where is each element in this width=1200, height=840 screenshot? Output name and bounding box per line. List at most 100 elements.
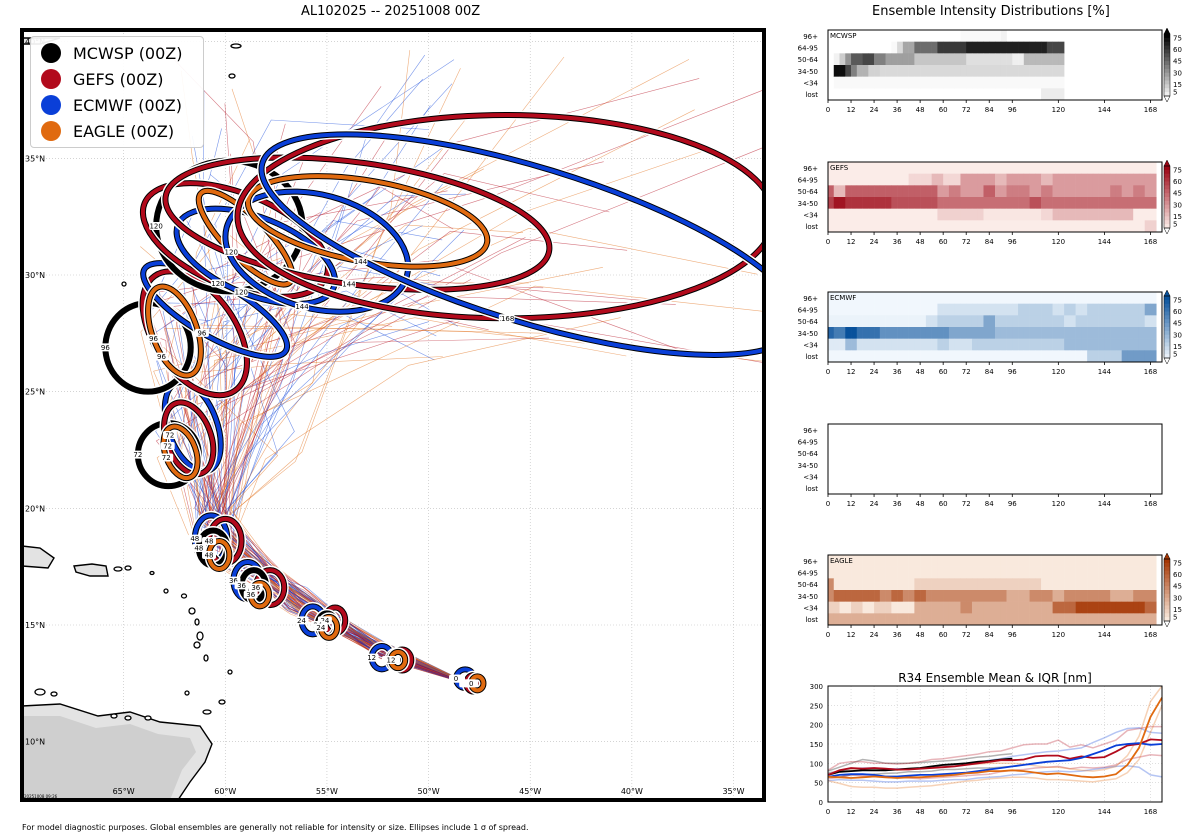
heatmap-cell: [966, 292, 973, 304]
heatmap-cell: [1046, 208, 1053, 221]
heatmap-cell: [948, 578, 955, 591]
heatmap-cell: [891, 303, 898, 316]
heatmap-cell: [995, 555, 1002, 567]
heatmap-cell: [833, 208, 840, 221]
heatmap-cell: [874, 578, 881, 591]
heatmap-cell: [1087, 327, 1094, 339]
heatmap-cell: [891, 76, 898, 89]
heatmap-x-label: 0: [826, 500, 830, 508]
colorbar-extend-top: [1163, 159, 1171, 167]
heatmap-cell: [1012, 613, 1019, 626]
r34-y-label: 50: [814, 780, 823, 788]
ellipse-hour-label: 72: [133, 451, 142, 459]
heatmap-cell: [931, 65, 938, 77]
heatmap-cell: [989, 338, 996, 351]
lat-tick-label: 20°N: [25, 504, 45, 513]
heatmap-cell: [1115, 601, 1122, 614]
colorbar-tick-label: 75: [1173, 559, 1182, 567]
heatmap-cell: [925, 185, 932, 198]
r34-x-label: 144: [1098, 808, 1112, 816]
heatmap-cell: [885, 303, 892, 316]
heatmap-cell: [1104, 601, 1111, 614]
lon-tick-label: 35°W: [722, 787, 744, 796]
heatmap-cell: [995, 338, 1002, 351]
heatmap-cell: [1150, 590, 1157, 602]
heatmap-x-label: 72: [962, 106, 971, 114]
heatmap-cell: [989, 578, 996, 591]
heatmap-cell: [1069, 350, 1076, 363]
heatmap-cell: [948, 613, 955, 626]
ellipse-hour-label: 24: [316, 624, 325, 632]
heatmap-cell: [1069, 555, 1076, 567]
heatmap-cell: [948, 566, 955, 579]
heatmap-cell: [954, 601, 961, 614]
colorbar-frame: [1163, 558, 1171, 622]
heatmap-cell: [1098, 613, 1105, 626]
heatmap-cell: [891, 601, 898, 614]
ellipse-hour-label: 144: [354, 258, 368, 266]
heatmap-x-label: 84: [985, 631, 994, 639]
heatmap-cell: [971, 601, 979, 614]
heatmap-cell: [948, 590, 955, 602]
heatmap-cell: [914, 41, 921, 54]
heatmap-cell: [937, 220, 944, 233]
map-title: AL102025 -- 20251008 00Z: [301, 4, 481, 19]
heatmap-y-label: 96+: [803, 33, 818, 41]
heatmap-cell: [1035, 590, 1042, 602]
heatmap-cell: [983, 315, 990, 328]
heatmap-cell: [948, 162, 955, 174]
r34-x-label: 96: [1008, 808, 1017, 816]
heatmap-cell: [1018, 185, 1025, 198]
heatmap-cell: [897, 601, 904, 614]
ellipse-hour-label: 48: [205, 552, 214, 560]
heatmap-cell: [862, 601, 869, 614]
heatmap-cell: [1104, 173, 1111, 186]
heatmap-cell: [1133, 315, 1140, 328]
heatmap-model-label: ECMWF: [830, 294, 856, 302]
heatmap-cell: [851, 566, 858, 579]
heatmap-cell: [937, 173, 944, 186]
heatmap-cell: [891, 338, 898, 351]
heatmap-cell: [966, 197, 973, 209]
colorbar-cell: [1164, 92, 1170, 97]
heatmap-cell: [983, 220, 990, 233]
heatmap-cell: [995, 578, 1002, 591]
heatmap-cell: [1006, 185, 1013, 198]
heatmap-cell: [1075, 162, 1082, 174]
heatmap-cell: [966, 30, 973, 42]
heatmap-cell: [931, 601, 938, 614]
heatmap-cell: [839, 208, 846, 221]
heatmap-cell: [885, 338, 892, 351]
heatmap-cell: [908, 590, 915, 602]
ellipse-label-bg: [294, 616, 309, 625]
heatmap-cell: [977, 208, 984, 221]
heatmap-cell: [966, 315, 973, 328]
lat-tick-label: 10°N: [25, 738, 45, 747]
heatmap-cell: [902, 590, 909, 602]
heatmap-cell: [920, 601, 927, 614]
ellipse-hour-label: 96: [197, 329, 206, 337]
heatmap-cell: [833, 613, 840, 626]
heatmap-cell: [908, 53, 915, 66]
heatmap-cell: [1046, 338, 1053, 351]
heatmap-cell: [862, 76, 869, 89]
heatmap-cell: [891, 197, 898, 209]
heatmap-x-label: 60: [939, 368, 948, 376]
heatmap-y-label: lost: [805, 485, 818, 493]
heatmap-cell: [983, 555, 990, 567]
island: [163, 588, 169, 594]
heatmap-cell: [1069, 578, 1076, 591]
heatmap-cell: [954, 350, 961, 363]
heatmap-cell: [1144, 292, 1151, 304]
heatmap-cell: [960, 338, 967, 351]
legend-entry-mcwsp: MCWSP (00Z): [41, 41, 183, 65]
heatmap-cell: [897, 566, 904, 579]
heatmap-cell: [845, 220, 852, 233]
heatmap-cell: [971, 590, 979, 602]
heatmap-cell: [1041, 555, 1048, 567]
heatmap-cell: [943, 613, 950, 626]
ellipse-hour-label: 36: [237, 582, 246, 590]
heatmap-cell: [1075, 292, 1082, 304]
heatmap-cell: [989, 292, 996, 304]
heatmap-cell: [908, 65, 915, 77]
